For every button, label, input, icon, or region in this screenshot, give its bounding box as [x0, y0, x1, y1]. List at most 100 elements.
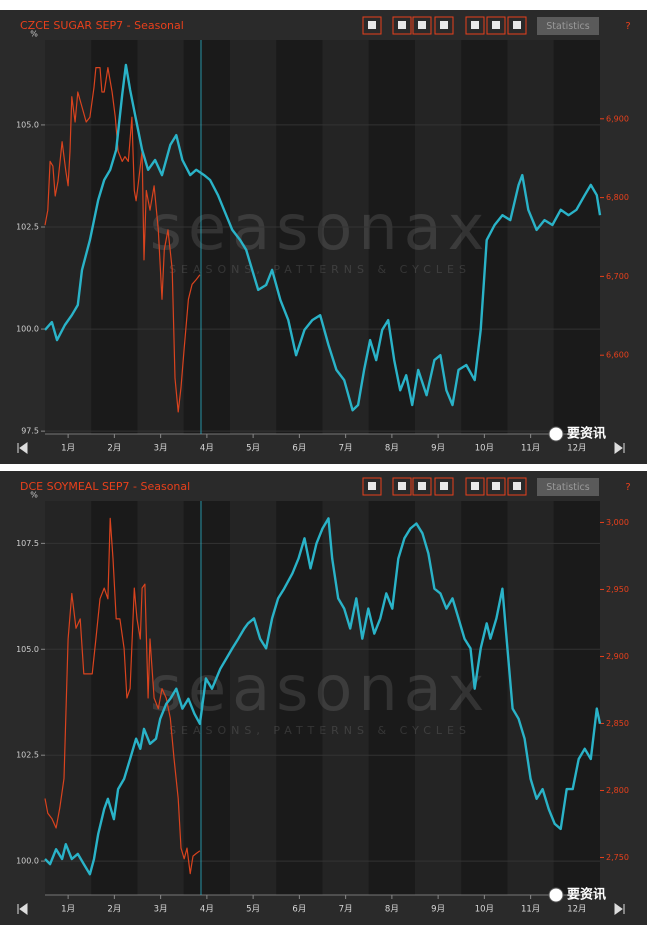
- scroll-right[interactable]: [614, 442, 625, 454]
- x-tick-label: 2月: [107, 905, 121, 915]
- y-tick-label: 100.0: [16, 857, 39, 866]
- toolbar-icon: [368, 482, 376, 490]
- y-axis-unit: %: [30, 30, 38, 39]
- month-band: [45, 40, 92, 434]
- x-tick-label: 12月: [567, 444, 586, 454]
- series-line: [44, 517, 602, 876]
- badge: 要资讯: [567, 426, 606, 442]
- y-tick-label: 107.5: [16, 539, 39, 548]
- watermark: seasonax: [150, 191, 491, 264]
- badge: 要资讯: [567, 887, 606, 903]
- y2-tick-label: 6,800: [606, 193, 629, 202]
- toolbar-icon: [513, 482, 521, 490]
- toolbar-icon: [398, 21, 406, 29]
- y-axis-unit: %: [30, 491, 38, 500]
- month-band: [507, 40, 554, 434]
- badge-icon: [548, 887, 564, 903]
- toolbar-icon: [492, 21, 500, 29]
- toolbar-icon: [471, 21, 479, 29]
- x-tick-label: 4月: [200, 905, 214, 915]
- statistics-label: Statistics: [546, 482, 589, 493]
- month-band: [183, 40, 230, 434]
- x-tick-label: 7月: [339, 444, 353, 454]
- chart: CZCE SUGAR SEP7 - Seasonal Statistics ?% se…: [0, 10, 647, 464]
- x-tick-label: 3月: [154, 905, 168, 915]
- y2-tick-label: 2,750: [606, 853, 629, 862]
- toolbar-icon: [418, 482, 426, 490]
- month-band: [276, 501, 323, 895]
- month-band: [230, 501, 277, 895]
- x-tick-label: 5月: [246, 444, 260, 454]
- y-tick-label: 100.0: [16, 325, 39, 334]
- x-tick-label: 9月: [431, 444, 445, 454]
- y-tick-label: 105.0: [16, 645, 39, 654]
- toolbar-icon: [368, 21, 376, 29]
- chart-panel: CZCE SUGAR SEP7 - Seasonal Statistics?% se…: [0, 10, 647, 465]
- x-tick-label: 3月: [154, 444, 168, 454]
- toolbar-icon: [398, 482, 406, 490]
- chart-title: DCE SOYMEAL SEP7 - Seasonal: [20, 480, 190, 493]
- y-tick-label: 102.5: [16, 751, 39, 760]
- help-button[interactable]: ?: [625, 482, 630, 493]
- series-line: [44, 517, 201, 875]
- month-band: [276, 40, 323, 434]
- x-tick-label: 9月: [431, 905, 445, 915]
- chart: DCE SOYMEAL SEP7 - Seasonal Statistics ?%s…: [0, 471, 647, 925]
- x-tick-label: 8月: [385, 444, 399, 454]
- y2-tick-label: 2,950: [606, 585, 629, 594]
- y2-tick-label: 3,000: [606, 518, 629, 527]
- month-band: [45, 501, 92, 895]
- chart-title: CZCE SUGAR SEP7 - Seasonal: [20, 19, 184, 32]
- scroll-left[interactable]: [17, 442, 28, 454]
- x-tick-label: 6月: [292, 905, 306, 915]
- month-band: [553, 501, 600, 895]
- x-tick-label: 1月: [61, 905, 75, 915]
- x-tick-label: 7月: [339, 905, 353, 915]
- x-tick-label: 12月: [567, 905, 586, 915]
- y2-tick-label: 2,900: [606, 652, 629, 661]
- help-button[interactable]: ?: [625, 21, 630, 32]
- month-band: [322, 40, 369, 434]
- scroll-right[interactable]: [614, 903, 625, 915]
- y2-tick-label: 6,900: [606, 114, 629, 123]
- x-tick-label: 6月: [292, 444, 306, 454]
- month-band: [507, 501, 554, 895]
- month-band: [183, 501, 230, 895]
- month-band: [368, 501, 415, 895]
- month-band: [368, 40, 415, 434]
- y2-tick-label: 6,700: [606, 272, 629, 281]
- x-tick-label: 8月: [385, 905, 399, 915]
- month-band: [415, 40, 462, 434]
- y2-tick-label: 6,600: [606, 351, 629, 360]
- x-tick-label: 10月: [475, 905, 494, 915]
- y2-tick-label: 2,800: [606, 786, 629, 795]
- watermark-tagline: SEASONS, PATTERNS & CYCLES: [169, 724, 471, 737]
- statistics-button[interactable]: [537, 17, 599, 35]
- series-line: [44, 63, 602, 412]
- statistics-button[interactable]: [537, 478, 599, 496]
- toolbar-icon: [471, 482, 479, 490]
- x-tick-label: 5月: [246, 905, 260, 915]
- toolbar-icon: [440, 21, 448, 29]
- y-tick-label: 102.5: [16, 222, 39, 231]
- toolbar-icon: [513, 21, 521, 29]
- scroll-left[interactable]: [17, 903, 28, 915]
- month-band: [461, 501, 508, 895]
- toolbar-icon: [440, 482, 448, 490]
- month-band: [553, 40, 600, 434]
- y-tick-label: 97.5: [21, 427, 39, 436]
- y2-tick-label: 2,850: [606, 719, 629, 728]
- watermark-tagline: SEASONS, PATTERNS & CYCLES: [169, 263, 471, 276]
- x-tick-label: 4月: [200, 444, 214, 454]
- month-band: [91, 40, 138, 434]
- month-band: [415, 501, 462, 895]
- y-tick-label: 105.0: [16, 120, 39, 129]
- statistics-label: Statistics: [546, 21, 589, 32]
- x-tick-label: 11月: [521, 905, 540, 915]
- x-tick-label: 10月: [475, 444, 494, 454]
- series-line: [44, 67, 201, 413]
- chart-panel: DCE SOYMEAL SEP7 - Seasonal Statistics?% s…: [0, 471, 647, 925]
- x-tick-label: 1月: [61, 444, 75, 454]
- badge-icon: [548, 426, 564, 442]
